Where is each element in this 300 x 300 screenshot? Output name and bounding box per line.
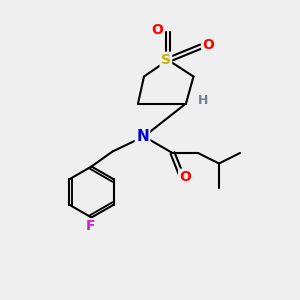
Text: N: N [136, 129, 149, 144]
Text: O: O [202, 38, 214, 52]
Text: O: O [152, 23, 164, 37]
Text: H: H [198, 94, 208, 107]
Text: F: F [86, 220, 96, 233]
Text: O: O [179, 170, 191, 184]
Text: S: S [161, 53, 171, 67]
